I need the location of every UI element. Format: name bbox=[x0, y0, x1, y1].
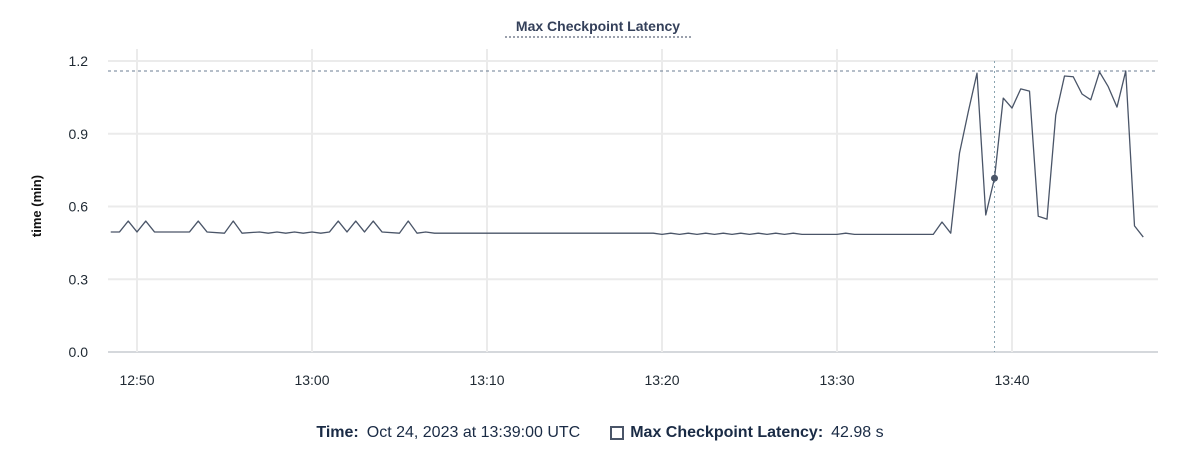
x-tick-label: 12:50 bbox=[119, 372, 154, 388]
y-tick-label: 1.2 bbox=[69, 53, 89, 69]
y-tick-label: 0.9 bbox=[69, 126, 89, 142]
tooltip-time-value: Oct 24, 2023 at 13:39:00 UTC bbox=[366, 424, 581, 441]
x-ticks: 12:50 13:00 13:10 13:20 13:30 13:40 bbox=[119, 372, 1029, 388]
series-line bbox=[110, 70, 1144, 238]
tooltip-series-label: Max Checkpoint Latency: bbox=[630, 424, 824, 441]
chart-title: Max Checkpoint Latency bbox=[516, 18, 680, 34]
y-axis-label: time (min) bbox=[29, 175, 44, 237]
x-tick-label: 13:40 bbox=[994, 372, 1029, 388]
plot-area[interactable] bbox=[108, 61, 1158, 352]
y-tick-label: 0.3 bbox=[69, 271, 89, 287]
hover-point bbox=[991, 174, 998, 182]
tooltip-series-value: 42.98 s bbox=[831, 424, 884, 441]
series-swatch-icon bbox=[610, 426, 625, 440]
x-tick-label: 13:00 bbox=[294, 372, 329, 388]
y-tick-label: 0.6 bbox=[69, 199, 89, 215]
tooltip-time-label: Time: bbox=[316, 424, 359, 441]
x-tick-label: 13:10 bbox=[469, 372, 504, 388]
x-tick-label: 13:20 bbox=[644, 372, 679, 388]
y-tick-label: 0.0 bbox=[69, 344, 89, 360]
gridlines bbox=[108, 49, 1158, 353]
x-tick-label: 13:30 bbox=[819, 372, 854, 388]
y-ticks: 0.0 0.3 0.6 0.9 1.2 bbox=[69, 53, 89, 360]
line-chart: Max Checkpoint Latency time (min) 0.0 0.3… bbox=[29, 18, 1158, 388]
tooltip-readout: Time: Oct 24, 2023 at 13:39:00 UTC Max C… bbox=[0, 424, 1200, 442]
